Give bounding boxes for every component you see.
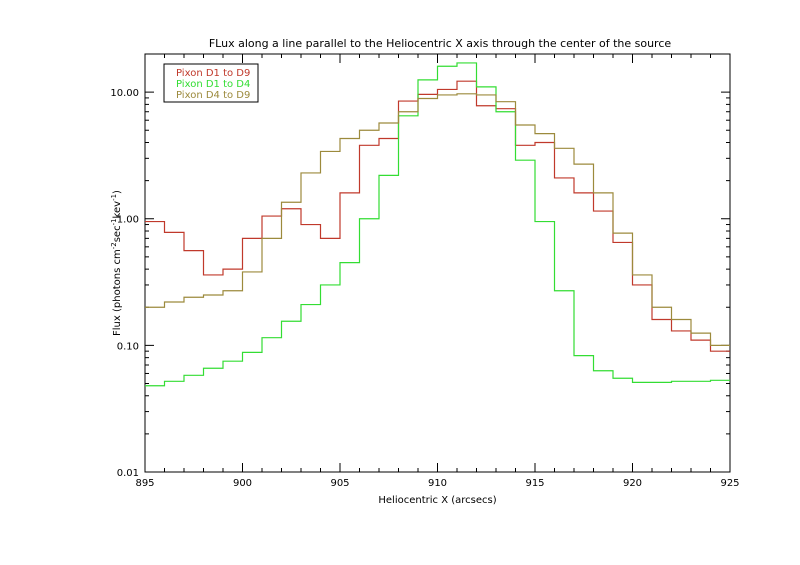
x-tick-label: 895 — [135, 478, 154, 489]
plot-frame — [144, 53, 731, 473]
y-tick-label: 0.10 — [117, 341, 139, 352]
x-axis-label: Heliocentric X (arcsecs) — [378, 495, 496, 506]
legend-entry-d1-d9: Pixon D1 to D9 — [176, 68, 250, 79]
y-tick-label: 1.00 — [117, 215, 139, 226]
y-tick-label: 10.00 — [110, 88, 139, 99]
x-tick-label: 900 — [233, 478, 252, 489]
x-tick-label: 925 — [720, 478, 739, 489]
x-tick-label: 905 — [330, 478, 349, 489]
legend-entry-d1-d4: Pixon D1 to D4 — [176, 79, 250, 90]
series-layer — [145, 62, 730, 387]
chart-title: FLux along a line parallel to the Helioc… — [209, 37, 672, 50]
series-line-0 — [145, 80, 730, 352]
x-tick-label: 910 — [428, 478, 447, 489]
series-line-2 — [145, 93, 730, 346]
x-tick-label: 915 — [525, 478, 544, 489]
axis-ticks: 895 900 905 910 915 920 925 0.01 0.10 1.00 10.00 — [110, 53, 740, 489]
y-tick-label: 0.01 — [117, 468, 139, 479]
legend-entry-d4-d9: Pixon D4 to D9 — [176, 90, 250, 101]
series-line-1 — [145, 62, 730, 387]
y-axis-label: Flux (photons cm-2sec-1kev-1) — [110, 190, 123, 336]
legend: Pixon D1 to D9 Pixon D1 to D4 Pixon D4 t… — [163, 63, 259, 103]
legend-box — [163, 63, 259, 103]
x-tick-label: 920 — [623, 478, 642, 489]
